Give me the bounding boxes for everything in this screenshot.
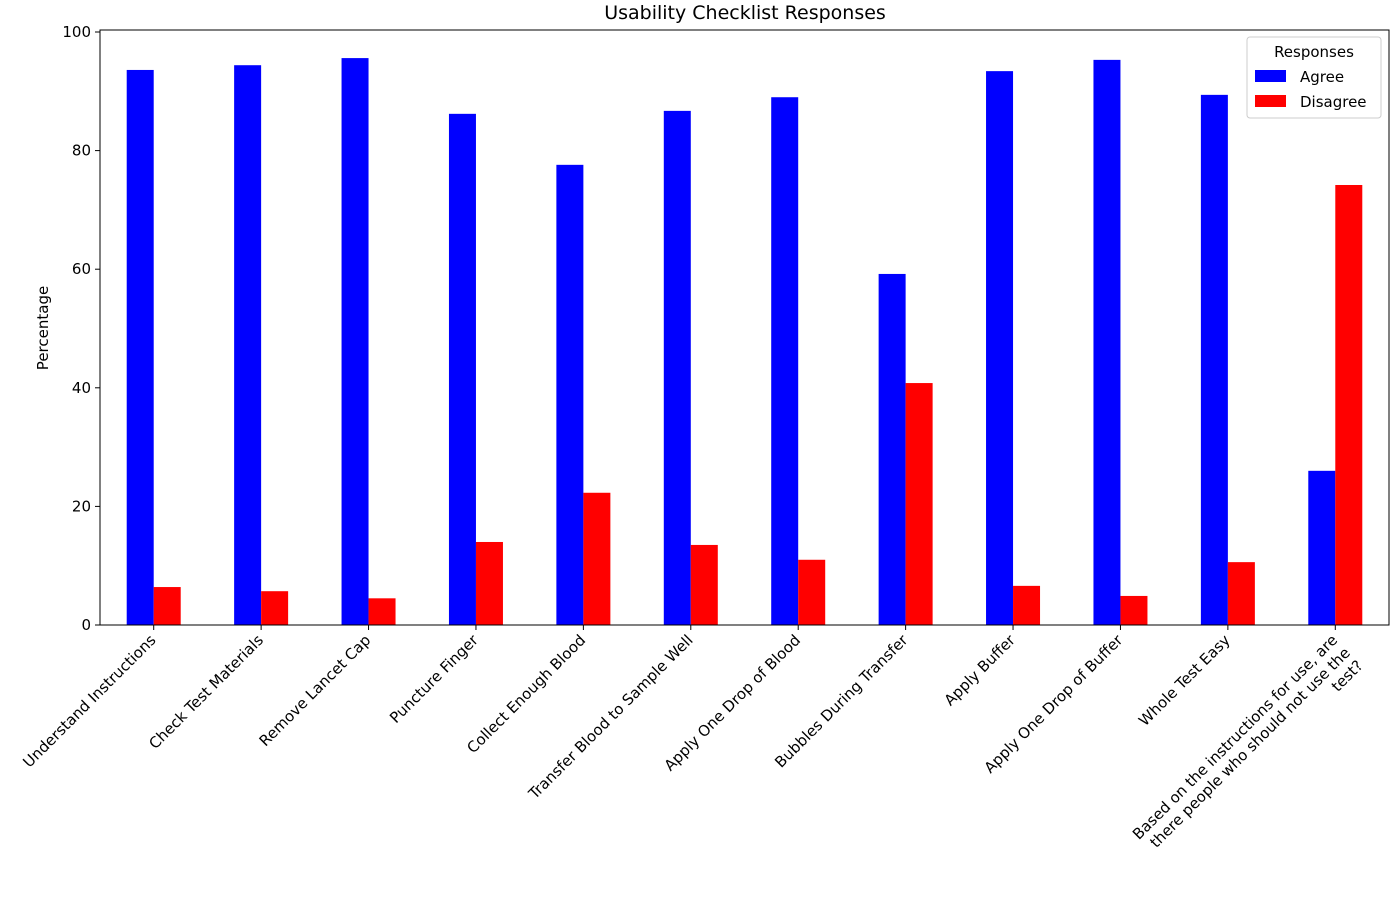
bar-disagree bbox=[1013, 585, 1041, 625]
bar-disagree bbox=[1335, 184, 1363, 625]
x-tick-label: Apply Buffer bbox=[941, 631, 1020, 710]
bars-layer bbox=[126, 58, 1363, 626]
y-tick-label: 40 bbox=[72, 379, 91, 397]
x-tick-label: Collect Enough Blood bbox=[463, 631, 589, 757]
bar-agree bbox=[986, 71, 1014, 625]
x-tick-label: Remove Lancet Cap bbox=[256, 631, 375, 750]
bar-agree bbox=[234, 65, 262, 625]
y-tick-label: 60 bbox=[72, 260, 91, 278]
bar-disagree bbox=[690, 544, 718, 625]
legend-title: Responses bbox=[1274, 43, 1354, 61]
legend-swatch-agree bbox=[1255, 70, 1286, 82]
bar-agree bbox=[556, 164, 584, 625]
plot-frame bbox=[99, 29, 1390, 626]
x-tick-label: Check Test Materials bbox=[145, 631, 267, 753]
y-tick-label: 20 bbox=[72, 497, 91, 515]
y-axis: 0 20 40 60 80 100 bbox=[62, 23, 100, 634]
x-tick-label: Puncture Finger bbox=[386, 631, 482, 727]
chart-title: Usability Checklist Responses bbox=[604, 2, 886, 24]
bar-disagree bbox=[261, 591, 289, 625]
bar-agree bbox=[663, 110, 691, 625]
bar-agree bbox=[1308, 470, 1336, 625]
bar-disagree bbox=[1120, 595, 1148, 625]
bar-agree bbox=[448, 113, 476, 626]
y-tick-label: 0 bbox=[81, 616, 91, 634]
bar-disagree bbox=[1227, 562, 1255, 625]
x-tick-label: Understand Instructions bbox=[19, 631, 159, 771]
bar-disagree bbox=[905, 383, 933, 625]
bar-disagree bbox=[798, 559, 826, 625]
x-tick-label: Based on the instructions for use, areth… bbox=[1129, 631, 1367, 869]
legend-swatch-disagree bbox=[1255, 95, 1286, 107]
bar-agree bbox=[771, 97, 799, 626]
legend: Responses Agree Disagree bbox=[1246, 36, 1382, 119]
bar-disagree bbox=[475, 541, 503, 625]
y-axis-label: Percentage bbox=[34, 286, 52, 370]
bar-agree bbox=[126, 69, 154, 625]
bar-agree bbox=[341, 58, 369, 626]
bar-disagree bbox=[153, 587, 181, 625]
y-tick-label: 100 bbox=[62, 23, 91, 41]
y-tick-label: 80 bbox=[72, 142, 91, 160]
bar-agree bbox=[1093, 59, 1121, 626]
legend-label-disagree: Disagree bbox=[1300, 93, 1367, 111]
bar-disagree bbox=[583, 492, 611, 625]
legend-label-agree: Agree bbox=[1300, 68, 1344, 86]
bar-disagree bbox=[368, 598, 396, 625]
bar-agree bbox=[1200, 94, 1228, 625]
bar-agree bbox=[878, 273, 906, 625]
x-tick-label: Whole Test Easy bbox=[1135, 631, 1234, 730]
